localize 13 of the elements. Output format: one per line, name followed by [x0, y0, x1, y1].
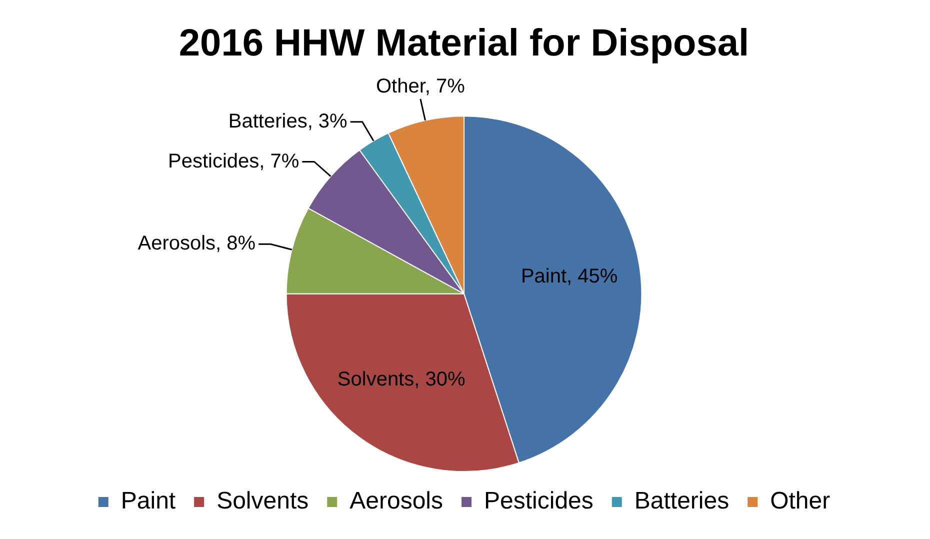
data-label: Solvents, 30% [337, 368, 466, 391]
data-label: Paint, 45% [520, 266, 618, 288]
data-label: Aerosols, 8% [138, 232, 256, 255]
legend-label: Aerosols [350, 488, 444, 515]
chart-title: 2016 HHW Material for Disposal [178, 22, 750, 64]
legend-label: Other [770, 488, 830, 515]
data-label: Batteries, 3% [228, 110, 348, 132]
data-label: Other, 7% [376, 75, 466, 98]
legend-label: Batteries [634, 488, 730, 515]
legend-label: Paint [120, 488, 176, 515]
legend-label: Solvents [216, 488, 309, 515]
legend-label: Pesticides [484, 488, 594, 515]
data-label: Pesticides, 7% [168, 150, 300, 172]
